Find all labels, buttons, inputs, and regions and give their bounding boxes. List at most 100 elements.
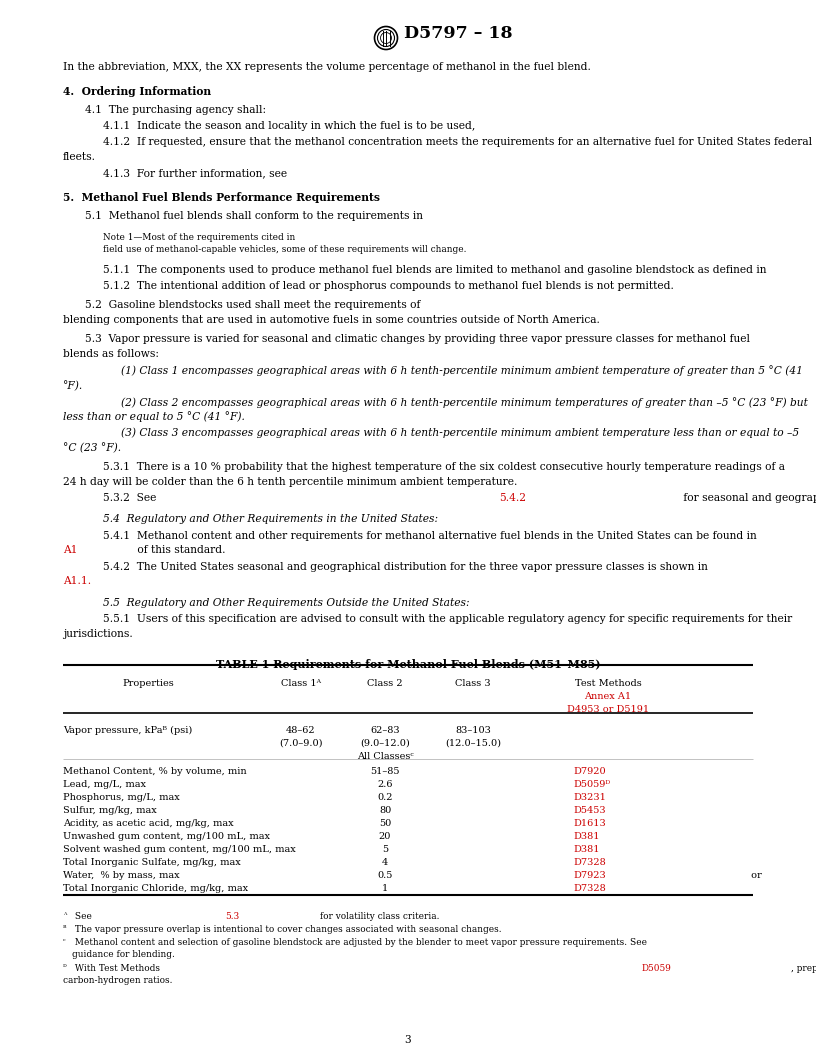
Text: 5: 5 <box>382 845 388 854</box>
Text: D381: D381 <box>573 832 600 842</box>
Text: 2.6: 2.6 <box>377 780 392 789</box>
Text: 5.5  Regulatory and Other Requirements Outside the United States:: 5.5 Regulatory and Other Requirements Ou… <box>103 598 470 608</box>
Text: 4.1.1  Indicate the season and locality in which the fuel is to be used,: 4.1.1 Indicate the season and locality i… <box>103 121 475 131</box>
Text: 51–85: 51–85 <box>370 768 400 776</box>
Text: for seasonal and geographical distributions in the United States.: for seasonal and geographical distributi… <box>680 493 816 503</box>
Text: 24 h day will be colder than the 6 h tenth percentile minimum ambient temperatur: 24 h day will be colder than the 6 h ten… <box>63 476 517 487</box>
Text: D7923: D7923 <box>573 871 605 881</box>
Text: D5797 – 18: D5797 – 18 <box>403 25 512 42</box>
Text: D5059: D5059 <box>641 964 671 973</box>
Text: Total Inorganic Chloride, mg/kg, max: Total Inorganic Chloride, mg/kg, max <box>63 884 248 893</box>
Text: Lead, mg/L, max: Lead, mg/L, max <box>63 780 146 789</box>
Text: 0.5: 0.5 <box>377 871 392 881</box>
Text: With Test Methods: With Test Methods <box>72 964 163 973</box>
Text: 5.1  Methanol fuel blends shall conform to the requirements in: 5.1 Methanol fuel blends shall conform t… <box>85 211 427 222</box>
Text: 4.1.3  For further information, see: 4.1.3 For further information, see <box>103 169 290 178</box>
Text: Unwashed gum content, mg/100 mL, max: Unwashed gum content, mg/100 mL, max <box>63 832 270 842</box>
Text: 50: 50 <box>379 819 391 828</box>
Text: field use of methanol-capable vehicles, some of these requirements will change.: field use of methanol-capable vehicles, … <box>103 245 467 253</box>
Text: Annex A1: Annex A1 <box>584 692 632 701</box>
Text: carbon-hydrogen ratios.: carbon-hydrogen ratios. <box>63 976 172 984</box>
Text: ᴬ: ᴬ <box>63 912 66 920</box>
Text: blends as follows:: blends as follows: <box>63 350 159 359</box>
Text: A1.1.: A1.1. <box>63 577 91 586</box>
Text: Phosphorus, mg/L, max: Phosphorus, mg/L, max <box>63 793 180 803</box>
Text: D7920: D7920 <box>573 768 605 776</box>
Text: (3) Class 3 encompasses geographical areas with 6 h tenth-percentile minimum amb: (3) Class 3 encompasses geographical are… <box>121 428 799 438</box>
Text: 5.4.2: 5.4.2 <box>499 493 526 503</box>
Text: (9.0–12.0): (9.0–12.0) <box>360 738 410 748</box>
Text: 5.4.2  The United States seasonal and geographical distribution for the three va: 5.4.2 The United States seasonal and geo… <box>103 562 712 571</box>
Text: ᴮ: ᴮ <box>63 925 66 934</box>
Text: D4953 or D5191: D4953 or D5191 <box>567 704 649 714</box>
Text: 5.3: 5.3 <box>225 912 239 921</box>
Text: TABLE 1 Requirements for Methanol Fuel Blends (M51–M85): TABLE 1 Requirements for Methanol Fuel B… <box>215 659 601 670</box>
Text: 20: 20 <box>379 832 391 842</box>
Text: Vapor pressure, kPaᴮ (psi): Vapor pressure, kPaᴮ (psi) <box>63 725 193 735</box>
Text: D7328: D7328 <box>573 859 605 867</box>
Text: jurisdictions.: jurisdictions. <box>63 629 133 639</box>
Text: D381: D381 <box>573 845 600 854</box>
Text: Total Inorganic Sulfate, mg/kg, max: Total Inorganic Sulfate, mg/kg, max <box>63 859 241 867</box>
Text: ᶜ: ᶜ <box>63 939 65 946</box>
Text: Class 2: Class 2 <box>367 679 403 687</box>
Text: 5.5.1  Users of this specification are advised to consult with the applicable re: 5.5.1 Users of this specification are ad… <box>103 615 792 624</box>
Text: 4.1  The purchasing agency shall:: 4.1 The purchasing agency shall: <box>85 105 266 115</box>
Text: 5.  Methanol Fuel Blends Performance Requirements: 5. Methanol Fuel Blends Performance Requ… <box>63 192 380 203</box>
Text: 5.1.2  The intentional addition of lead or phosphorus compounds to methanol fuel: 5.1.2 The intentional addition of lead o… <box>103 281 674 291</box>
Text: 80: 80 <box>379 807 391 815</box>
Text: The vapor pressure overlap is intentional to cover changes associated with seaso: The vapor pressure overlap is intentiona… <box>72 925 502 935</box>
Text: 4.  Ordering Information: 4. Ordering Information <box>63 86 211 97</box>
Text: ᴰ: ᴰ <box>63 964 67 972</box>
Text: 5.3.2  See: 5.3.2 See <box>103 493 160 503</box>
Text: 5.1.1  The components used to produce methanol fuel blends are limited to methan: 5.1.1 The components used to produce met… <box>103 265 769 275</box>
Text: fleets.: fleets. <box>63 152 96 163</box>
Text: guidance for blending.: guidance for blending. <box>72 950 175 960</box>
Text: Sulfur, mg/kg, max: Sulfur, mg/kg, max <box>63 807 157 815</box>
Text: °F).: °F). <box>63 380 83 391</box>
Text: °C (23 °F).: °C (23 °F). <box>63 442 121 453</box>
Text: Solvent washed gum content, mg/100 mL, max: Solvent washed gum content, mg/100 mL, m… <box>63 845 295 854</box>
Text: , prepare the calibration standards using methanol (reagent grade) as the solven: , prepare the calibration standards usin… <box>791 964 816 973</box>
Text: (1) Class 1 encompasses geographical areas with 6 h tenth-percentile minimum amb: (1) Class 1 encompasses geographical are… <box>121 365 803 376</box>
Text: 5.3  Vapor pressure is varied for seasonal and climatic changes by providing thr: 5.3 Vapor pressure is varied for seasona… <box>85 335 750 344</box>
Text: (12.0–15.0): (12.0–15.0) <box>445 738 501 748</box>
Text: Class 3: Class 3 <box>455 679 490 687</box>
Text: 5.3.1  There is a 10 % probability that the highest temperature of the six colde: 5.3.1 There is a 10 % probability that t… <box>103 461 785 472</box>
Text: See: See <box>72 912 95 921</box>
Text: 0.2: 0.2 <box>377 793 392 803</box>
Text: Properties: Properties <box>122 679 174 687</box>
Text: 1: 1 <box>382 884 388 893</box>
Text: Water,  % by mass, max: Water, % by mass, max <box>63 871 180 881</box>
Text: less than or equal to 5 °C (41 °F).: less than or equal to 5 °C (41 °F). <box>63 412 245 422</box>
Text: blending components that are used in automotive fuels in some countries outside : blending components that are used in aut… <box>63 316 600 325</box>
Text: D5059ᴰ: D5059ᴰ <box>573 780 610 789</box>
Text: D3231: D3231 <box>573 793 605 803</box>
Text: In the abbreviation, MXX, the XX represents the volume percentage of methanol in: In the abbreviation, MXX, the XX represe… <box>63 62 591 72</box>
Text: 83–103: 83–103 <box>455 725 491 735</box>
Text: 3: 3 <box>405 1035 411 1045</box>
Text: for volatility class criteria.: for volatility class criteria. <box>317 912 439 921</box>
Text: Methanol content and selection of gasoline blendstock are adjusted by the blende: Methanol content and selection of gasoli… <box>72 939 650 947</box>
Text: 4: 4 <box>382 859 388 867</box>
Text: 5.4.1  Methanol content and other requirements for methanol alternative fuel ble: 5.4.1 Methanol content and other require… <box>103 530 761 541</box>
Text: Acidity, as acetic acid, mg/kg, max: Acidity, as acetic acid, mg/kg, max <box>63 819 233 828</box>
Text: Class 1ᴬ: Class 1ᴬ <box>281 679 321 687</box>
Text: All Classesᶜ: All Classesᶜ <box>357 752 414 760</box>
Text: D1613: D1613 <box>573 819 605 828</box>
Text: 62–83: 62–83 <box>370 725 400 735</box>
Text: 48–62: 48–62 <box>286 725 316 735</box>
Text: (2) Class 2 encompasses geographical areas with 6 h tenth-percentile minimum tem: (2) Class 2 encompasses geographical are… <box>121 397 808 408</box>
Text: D7328: D7328 <box>573 884 605 893</box>
Text: D5453: D5453 <box>573 807 605 815</box>
Text: A1: A1 <box>63 545 78 555</box>
Text: (7.0–9.0): (7.0–9.0) <box>279 738 323 748</box>
Text: or: or <box>748 871 765 881</box>
Text: 5.2  Gasoline blendstocks used shall meet the requirements of: 5.2 Gasoline blendstocks used shall meet… <box>85 301 424 310</box>
Text: 4.1.2  If requested, ensure that the methanol concentration meets the requiremen: 4.1.2 If requested, ensure that the meth… <box>103 137 812 148</box>
Text: of this standard.: of this standard. <box>134 545 225 555</box>
Text: Note 1—Most of the requirements cited in: Note 1—Most of the requirements cited in <box>103 233 298 242</box>
Text: Methanol Content, % by volume, min: Methanol Content, % by volume, min <box>63 768 246 776</box>
Text: 5.4  Regulatory and Other Requirements in the United States:: 5.4 Regulatory and Other Requirements in… <box>103 514 438 524</box>
Text: Test Methods: Test Methods <box>574 679 641 687</box>
